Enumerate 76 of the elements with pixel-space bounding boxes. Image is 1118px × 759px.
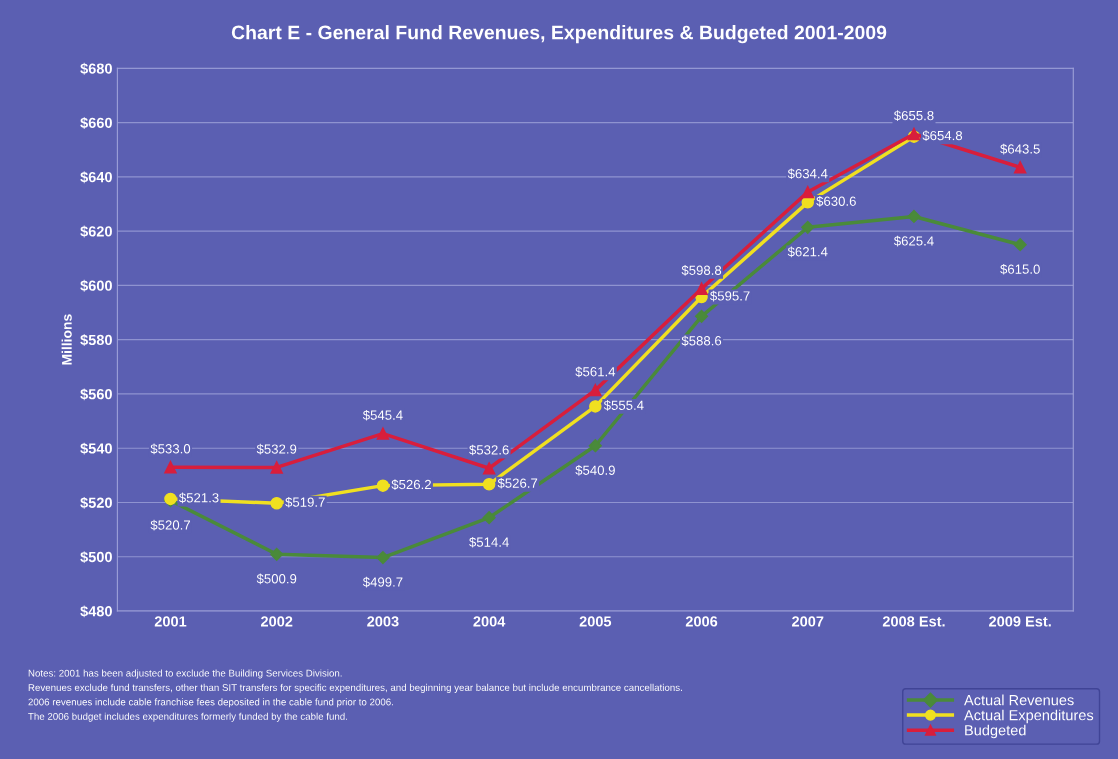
y-tick-label: $580 [80,334,112,347]
point [376,479,390,492]
data-label: $634.4 [787,168,828,180]
data-label: $499.7 [362,576,403,588]
data-label: $595.7 [710,290,750,302]
y-tick-label: $680 [80,62,112,75]
text: Notes: 2001 has been adjusted to exclude the Building Services Division. [28,669,342,679]
data-label: $630.6 [816,196,856,207]
legend-label: Budgeted [965,724,1026,739]
y-tick-label: $640 [80,171,112,184]
y-tick-label: $520 [80,496,112,509]
chart-title: Chart E - General Fund Revenues, Expenditures & Budgeted 2001-2009 [231,25,887,44]
point [801,185,815,199]
point [376,427,390,440]
data-label: $520.7 [150,519,191,531]
data-label: $625.4 [893,235,934,247]
data-label: $598.8 [681,265,722,276]
point [164,460,177,474]
x-tick-label: 2009 Est. [989,616,1051,627]
point [482,478,496,491]
y-tick-label: $620 [80,225,112,238]
point [907,209,921,224]
text: The 2006 budget includes expenditures formerly funded by the cable fund. [28,712,348,722]
x-tick-label: 2005 [579,616,612,627]
point [270,461,283,474]
point [482,511,496,525]
point [1013,238,1027,252]
point [589,383,602,397]
point [270,497,283,510]
point [801,220,815,234]
data-label: $655.8 [893,110,934,122]
x-tick-label: 2008 Est. [882,616,945,627]
text: Revenues exclude fund transfers, other than SIT transfers for specific expenditures, and beginning year balance but include encumbrance cancellations. [28,683,682,693]
text: 2006 revenues include cable franchise fees deposited in the cable fund prior to 2006. [28,698,393,708]
x-tick-label: 2007 [792,616,824,627]
data-label: $532.6 [469,444,509,456]
data-label: $514.4 [469,536,509,548]
data-label: $654.8 [922,130,963,142]
y-tick-label: $600 [80,279,112,292]
point [482,462,496,475]
y-tick-label: $540 [80,442,112,455]
data-label: $532.9 [256,443,297,455]
point [694,309,709,323]
point [588,439,602,453]
x-tick-label: 2003 [367,616,399,627]
x-tick-label: 2004 [473,616,506,627]
y-tick-label: $480 [80,605,112,618]
data-label: $621.4 [787,246,828,258]
data-label: $555.4 [603,400,644,411]
x-tick-label: 2001 [154,616,187,627]
data-label: $545.4 [362,409,403,421]
point [589,400,602,413]
data-label: $519.7 [285,496,325,508]
data-label: $526.7 [497,477,538,489]
data-label: $500.9 [256,573,297,585]
data-label: $643.5 [1000,143,1040,155]
legend-label: Actual Revenues [964,694,1074,706]
x-tick-label: 2006 [685,616,718,627]
y-tick-label: $560 [80,388,112,401]
data-label: $526.2 [391,479,431,490]
data-label: $521.3 [178,492,219,504]
y-axis-title: Millions [61,314,72,365]
point [270,547,284,561]
data-label: $540.9 [575,464,615,476]
point [376,550,390,565]
point [1013,161,1027,174]
data-label: $588.6 [681,335,722,347]
point [695,282,708,295]
point [801,196,815,209]
y-tick-label: $660 [80,117,112,129]
legend-label: Actual Expenditures [964,709,1094,724]
data-label: $533.0 [150,443,191,455]
data-label: $615.0 [1000,263,1040,275]
y-tick-label: $500 [80,551,112,564]
x-tick-label: 2002 [260,616,293,627]
data-label: $561.4 [575,366,616,378]
